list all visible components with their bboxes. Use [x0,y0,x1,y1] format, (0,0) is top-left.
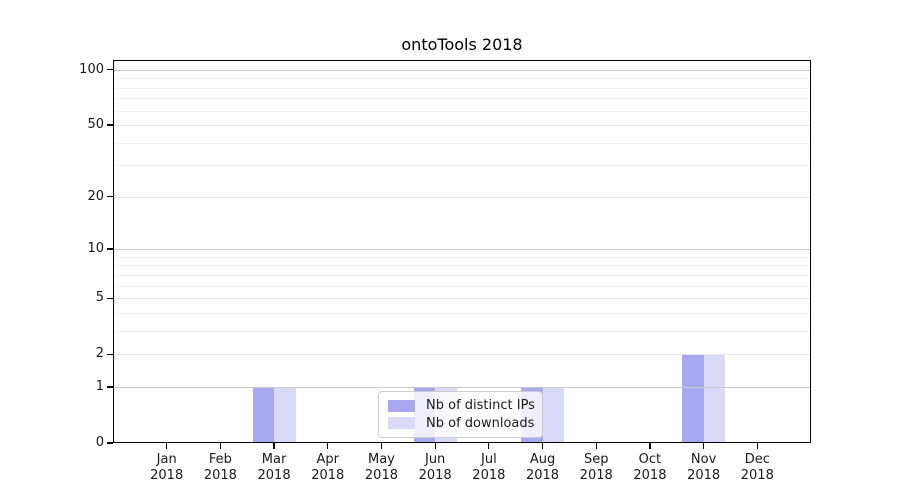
x-tick-label: Jul 2018 [472,452,506,483]
x-tick [595,443,597,449]
major-gridline [114,298,810,300]
bar-aug-downloads [542,386,564,442]
y-tick-label: 50 [87,117,104,133]
minor-gridline [114,312,810,314]
x-tick-label: May 2018 [364,452,398,483]
major-gridline [114,249,810,251]
x-tick [219,443,221,449]
x-tick-label: Mar 2018 [257,452,291,483]
x-tick-label: Aug 2018 [525,452,560,483]
x-tick-label: Sep 2018 [579,452,613,483]
y-tick [107,124,113,126]
x-tick-label: Dec 2018 [740,452,774,483]
x-tick [327,443,329,449]
y-tick-label: 10 [87,241,104,257]
major-gridline [114,354,810,356]
legend-item-distinct-ips: Nb of distinct IPs [388,398,535,414]
legend-swatch-downloads [388,417,415,430]
x-tick-label: Oct 2018 [633,452,667,483]
chart-title: ontoTools 2018 [401,35,523,54]
legend-label-distinct-ips: Nb of distinct IPs [426,398,535,414]
legend-swatch-distinct-ips [388,399,415,412]
y-tick-label: 0 [95,435,104,450]
y-tick-label: 100 [79,61,104,77]
x-tick [434,443,436,449]
y-tick [107,386,113,388]
major-gridline [114,125,810,127]
y-tick [107,196,113,198]
minor-gridline [114,256,810,258]
minor-gridline [114,285,810,287]
y-tick-label: 2 [95,346,104,362]
x-tick [703,443,705,449]
y-tick [107,442,113,444]
minor-gridline [114,142,810,144]
minor-gridline [114,98,810,100]
major-gridline [114,386,810,388]
bar-nov-distinct-ips [682,354,704,442]
y-tick-label: 5 [95,290,104,306]
x-tick [166,443,168,449]
x-tick-label: Jun 2018 [418,452,452,483]
minor-gridline [114,330,810,332]
y-tick [107,297,113,299]
legend: Nb of distinct IPs Nb of downloads [378,391,543,438]
y-tick [107,353,113,355]
x-tick [488,443,490,449]
x-tick [273,443,275,449]
y-tick-label: 1 [95,378,104,394]
minor-gridline [114,265,810,267]
minor-gridline [114,110,810,112]
x-tick-label: Feb 2018 [203,452,237,483]
x-tick-label: Jan 2018 [150,452,184,483]
x-tick-label: Nov 2018 [687,452,721,483]
major-gridline [114,69,810,71]
x-tick [541,443,544,449]
x-tick [649,443,651,449]
x-tick [756,443,758,449]
major-gridline [114,196,810,198]
bar-mar-distinct-ips [252,386,275,442]
minor-gridline [114,165,810,167]
y-tick-label: 20 [87,188,104,204]
minor-gridline [114,87,810,89]
x-tick [380,443,383,449]
bar-mar-downloads [274,386,296,442]
y-tick [107,248,113,250]
y-tick [107,69,113,71]
legend-label-downloads: Nb of downloads [426,415,535,431]
minor-gridline [114,78,810,80]
bar-nov-downloads [703,354,726,442]
x-tick-label: Apr 2018 [311,452,345,483]
legend-item-downloads: Nb of downloads [388,415,535,431]
minor-gridline [114,274,810,276]
